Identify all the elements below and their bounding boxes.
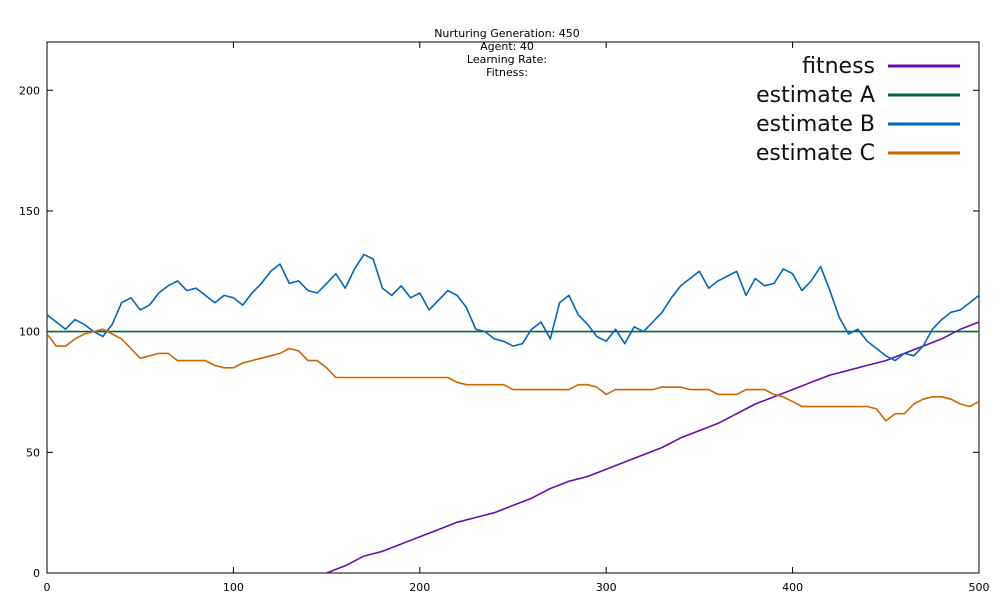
learning-rate-label: Learning Rate:: [466, 53, 548, 66]
y-tick-label: 100: [19, 326, 40, 339]
y-tick-label: 200: [19, 84, 40, 97]
x-tick-label: 300: [596, 581, 617, 594]
generation-label: Nurturing Generation: 450: [434, 27, 580, 40]
series-line-fitness: [326, 321, 980, 574]
plot-frame: [46, 41, 980, 574]
x-tick-label: 100: [223, 581, 244, 594]
x-tick-label: 0: [44, 581, 51, 594]
y-tick-label: 150: [19, 205, 40, 218]
legend-label-estimate-a: estimate A: [756, 83, 875, 108]
fitness-status-label: Fitness:: [486, 66, 528, 79]
x-tick-label: 200: [409, 581, 430, 594]
x-tick-label: 400: [782, 581, 803, 594]
y-tick-label: 50: [26, 446, 40, 459]
series-layer: [46, 253, 980, 574]
status-bar: Nurturing Generation: 450 Agent: 40 Lear…: [0, 14, 1000, 92]
axis-ticks: 0 100 200 300 400 500 0 50 100 150 200: [19, 42, 990, 594]
legend-label-estimate-b: estimate B: [756, 112, 875, 137]
agent-label: Agent: 40: [480, 40, 534, 53]
legend-label-estimate-c: estimate C: [756, 141, 875, 166]
series-line-estimate-c: [46, 328, 980, 422]
series-line-estimate-b: [46, 253, 980, 362]
x-tick-label: 500: [969, 581, 990, 594]
legend-label-fitness: fitness: [802, 54, 875, 79]
legend: fitness estimate A estimate B estimate C: [756, 54, 960, 166]
y-tick-label: 0: [33, 567, 40, 580]
